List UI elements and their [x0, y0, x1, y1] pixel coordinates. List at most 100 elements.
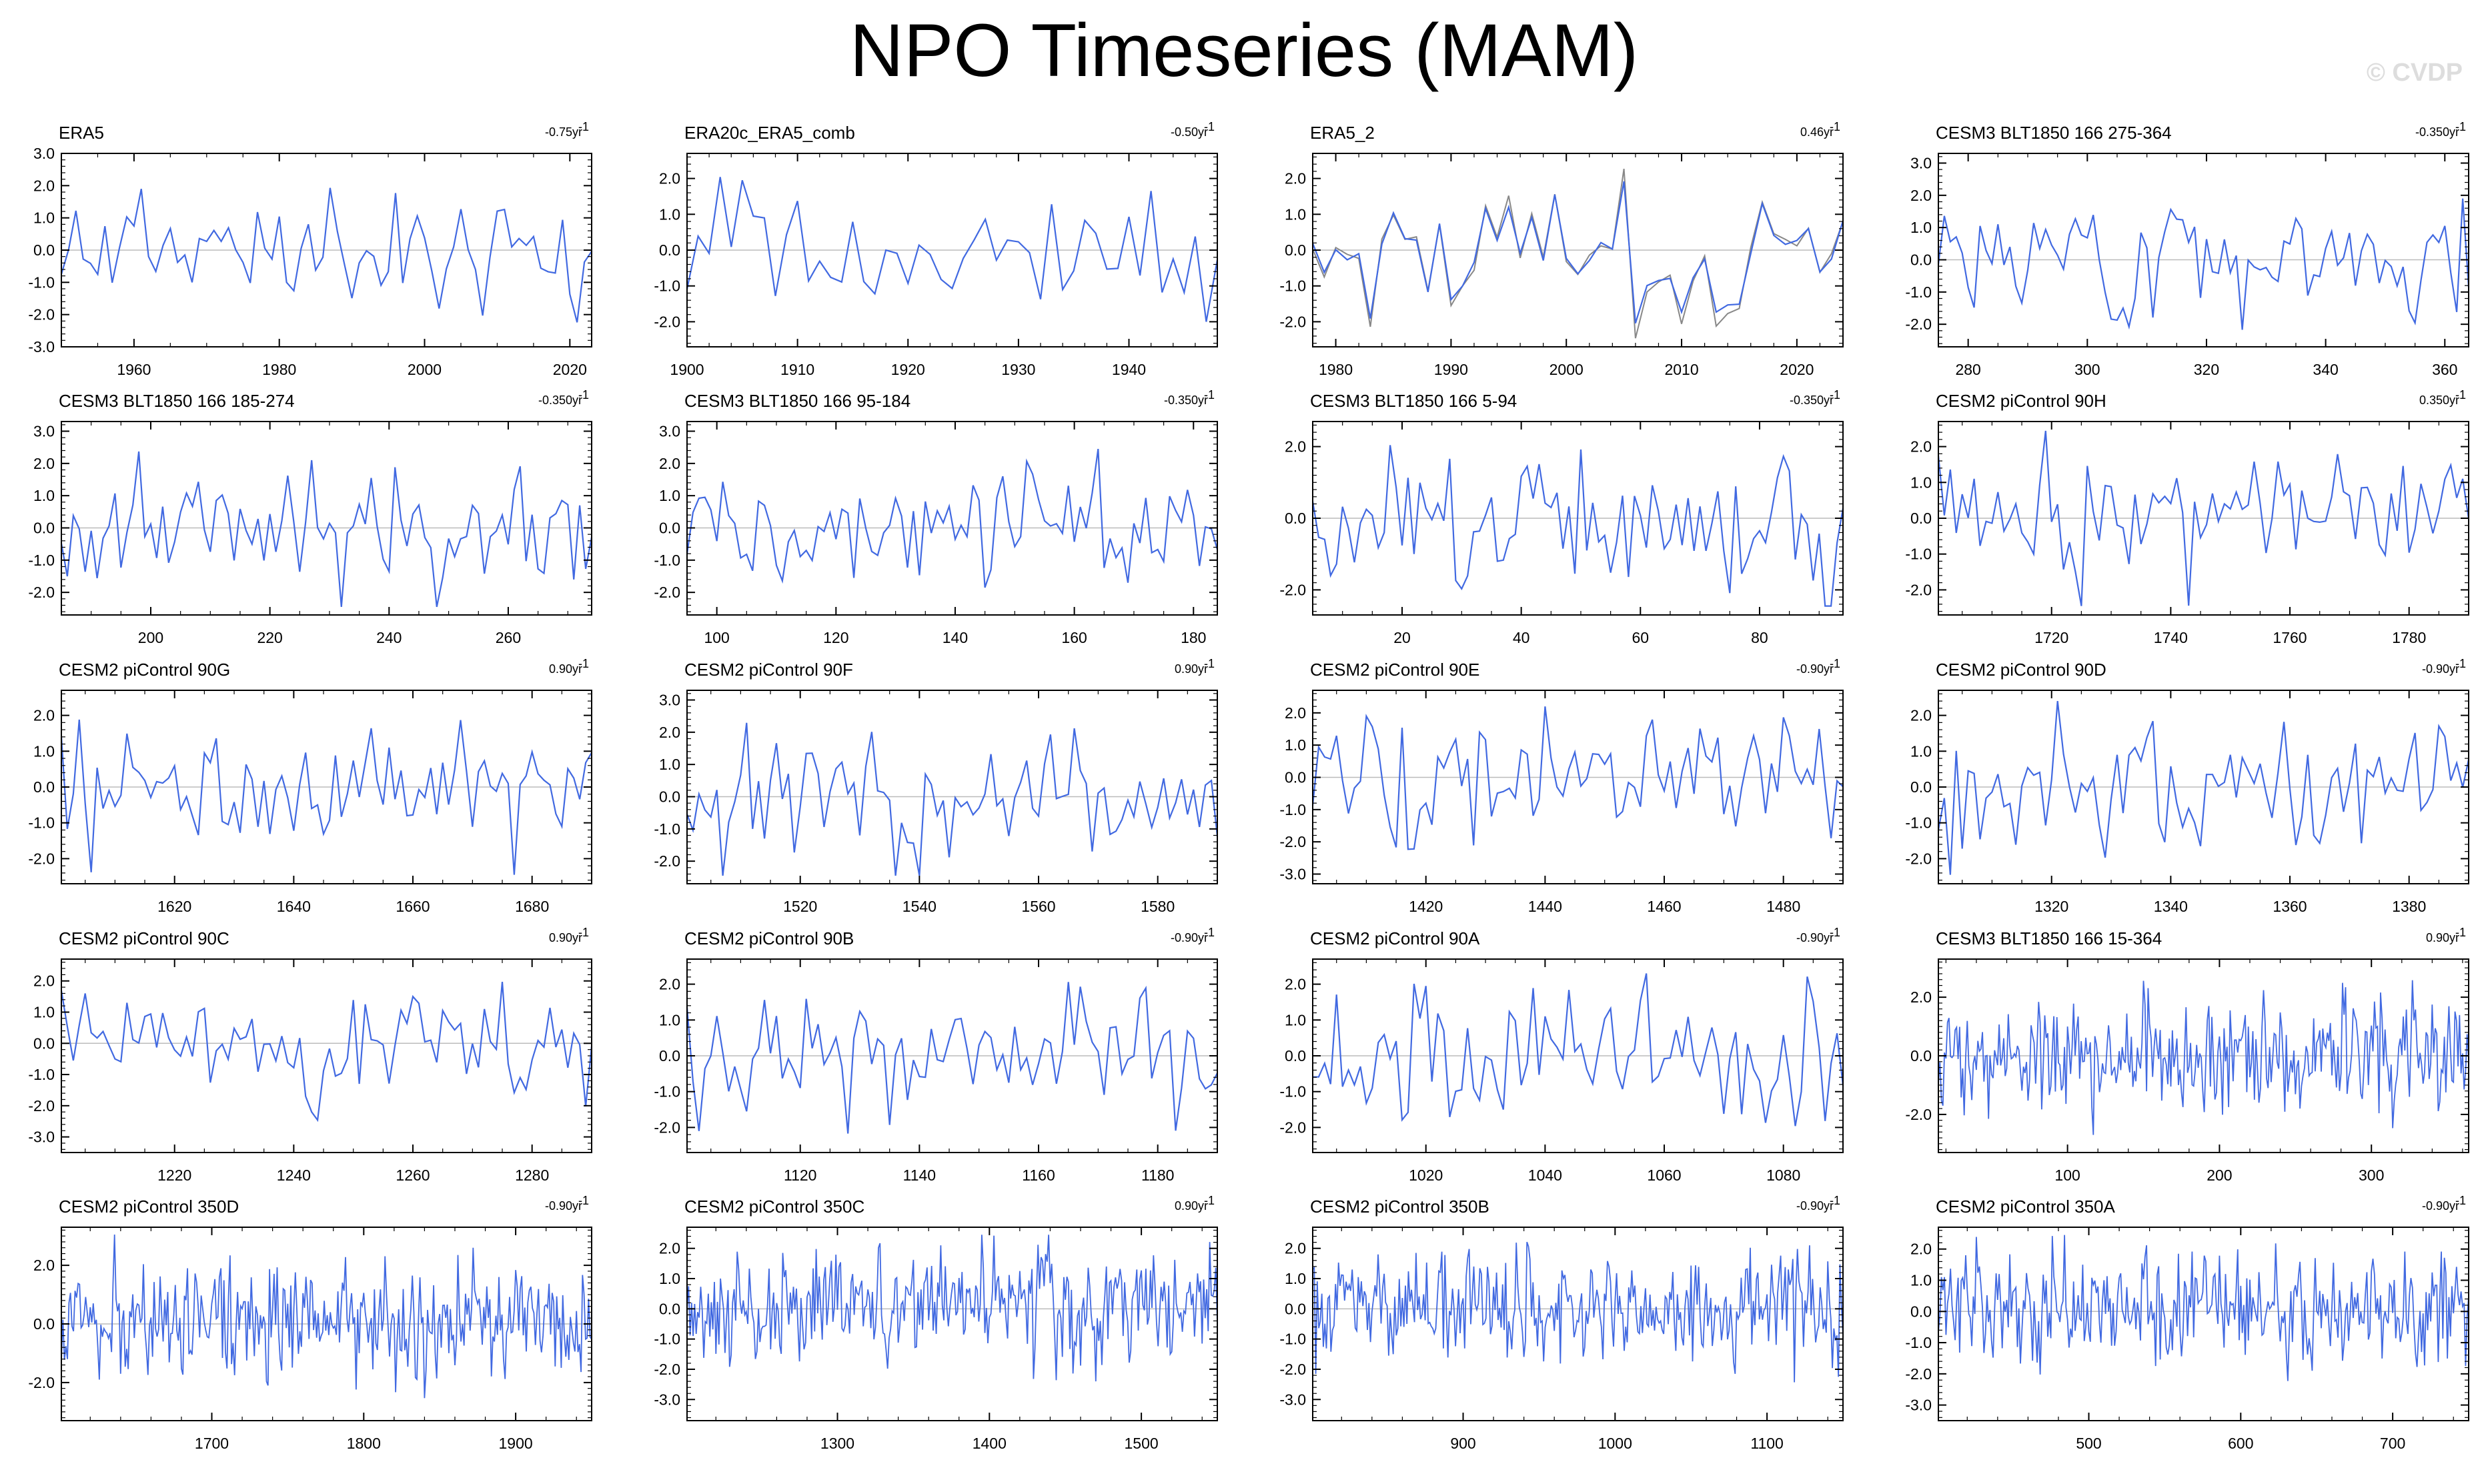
- chart-panel-4: CESM3 BLT1850 166 275-364 -0.350yr-1 -2.0 -…: [1905, 120, 2470, 378]
- panel-title: CESM2 piControl 90A: [1310, 928, 1480, 948]
- y-tick-label: -3.0: [28, 1129, 55, 1146]
- series-line: [1311, 445, 1844, 607]
- watermark: © CVDP: [2366, 59, 2463, 87]
- trend-exponent: -1: [2455, 388, 2466, 402]
- y-tick-label: 0.0: [1910, 251, 1932, 269]
- trend-exponent: -1: [2455, 120, 2466, 133]
- y-tick-label: 2.0: [1910, 707, 1932, 724]
- y-tick-label: -1.0: [1905, 283, 1932, 301]
- panel-title: CESM2 piControl 90E: [1310, 660, 1479, 680]
- x-tick-label: 1740: [2154, 629, 2188, 646]
- trend-label: 0.350yr: [2419, 394, 2459, 407]
- x-tick-label: 1180: [1141, 1167, 1174, 1184]
- y-tick-label: 2.0: [659, 455, 680, 472]
- y-tick-label: 0.0: [659, 241, 680, 259]
- y-tick-label: -3.0: [1905, 1397, 1932, 1414]
- trend-label: -0.90yr: [1796, 662, 1834, 676]
- x-tick-label: 120: [823, 629, 848, 646]
- y-tick-label: -1.0: [28, 814, 55, 832]
- y-tick-label: 2.0: [1910, 438, 1932, 456]
- x-tick-label: 1280: [515, 1167, 549, 1184]
- trend-exponent: -1: [578, 926, 589, 939]
- trend-exponent: -1: [1204, 657, 1215, 670]
- x-tick-label: 1800: [347, 1435, 381, 1452]
- trend-label: -0.75yr: [545, 125, 582, 139]
- y-tick-label: 1.0: [1285, 736, 1306, 754]
- panel-title: CESM2 piControl 350B: [1310, 1197, 1489, 1217]
- y-tick-label: -1.0: [1905, 546, 1932, 563]
- series-line: [61, 1234, 592, 1399]
- y-tick-label: -1.0: [1905, 1334, 1932, 1351]
- y-tick-label: -2.0: [28, 1374, 55, 1391]
- series-line-secondary: [1312, 168, 1844, 339]
- y-tick-label: -2.0: [1905, 315, 1932, 333]
- trend-label: -0.350yr: [1790, 394, 1834, 407]
- chart-panel-13: CESM2 piControl 90C 0.90yr-1 -3.0 -2.0 -1.0 0…: [28, 926, 593, 1184]
- plot-frame: [61, 958, 592, 1153]
- y-tick-label: 1.0: [659, 1270, 680, 1287]
- x-tick-label: 40: [1513, 629, 1530, 646]
- panel-title: CESM3 BLT1850 166 95-184: [684, 391, 910, 411]
- x-tick-label: 700: [2380, 1435, 2405, 1452]
- y-tick-label: 3.0: [1910, 155, 1932, 172]
- y-tick-label: -3.0: [1279, 1391, 1306, 1408]
- x-tick-label: 1060: [1647, 1167, 1681, 1184]
- y-tick-label: 3.0: [33, 145, 55, 162]
- y-tick-label: 1.0: [659, 756, 680, 773]
- y-tick-label: 0.0: [659, 1300, 680, 1317]
- plot-frame: [686, 421, 1218, 616]
- series-line: [1937, 430, 2470, 606]
- x-tick-label: 320: [2194, 361, 2219, 378]
- x-tick-label: 1500: [1125, 1435, 1159, 1452]
- series-line: [1312, 1241, 1844, 1383]
- y-tick-label: 2.0: [1285, 170, 1306, 187]
- series-line: [1311, 181, 1844, 323]
- chart-panel-6: CESM3 BLT1850 166 95-184 -0.350yr-1 -2.0 -1…: [654, 388, 1219, 646]
- x-tick-label: 140: [943, 629, 968, 646]
- x-tick-label: 1780: [2392, 629, 2426, 646]
- trend-exponent: -1: [1830, 657, 1840, 670]
- chart-panel-1: ERA5 -0.75yr-1 -3.0 -2.0 -1.0 0.0 1.0 2.0 3.0 196…: [28, 120, 592, 378]
- x-tick-label: 240: [376, 629, 402, 646]
- chart-panel-2: ERA20c_ERA5_comb -0.50yr-1 -2.0 -1.0 0.0 1.0 2…: [654, 120, 1219, 378]
- series-line: [1938, 1235, 2469, 1381]
- x-tick-label: 1080: [1766, 1167, 1800, 1184]
- chart-panel-14: CESM2 piControl 90B -0.90yr-1 -2.0 -1.0 0.0 1…: [654, 926, 1218, 1184]
- x-tick-label: 1680: [515, 898, 549, 915]
- chart-panel-11: CESM2 piControl 90E -0.90yr-1 -3.0 -2.0 -1.0…: [1279, 657, 1844, 915]
- y-tick-label: 0.0: [1285, 769, 1306, 786]
- y-tick-label: 2.0: [33, 455, 55, 472]
- y-tick-label: 0.0: [1910, 1303, 1932, 1320]
- y-tick-label: 0.0: [33, 241, 55, 259]
- x-tick-label: 1140: [903, 1167, 936, 1184]
- x-tick-label: 60: [1632, 629, 1649, 646]
- y-tick-label: -1.0: [1279, 277, 1306, 295]
- x-tick-label: 1260: [396, 1167, 430, 1184]
- x-tick-label: 100: [704, 629, 729, 646]
- trend-label: -0.350yr: [1164, 394, 1208, 407]
- series-line: [686, 982, 1218, 1134]
- trend-label: 0.46yr: [1800, 125, 1834, 139]
- y-tick-label: 2.0: [1910, 1241, 1932, 1258]
- y-tick-label: 2.0: [33, 1257, 55, 1274]
- x-tick-label: 1720: [2034, 629, 2068, 646]
- plot-frame: [686, 690, 1218, 884]
- series-line: [1311, 706, 1844, 850]
- y-tick-label: -1.0: [1279, 801, 1306, 818]
- y-tick-label: 2.0: [33, 707, 55, 724]
- x-tick-label: 160: [1061, 629, 1087, 646]
- panel-title: CESM3 BLT1850 166 275-364: [1936, 123, 2172, 143]
- y-tick-label: -2.0: [1279, 581, 1306, 598]
- y-tick-label: 2.0: [33, 972, 55, 990]
- y-tick-label: -1.0: [1279, 1331, 1306, 1348]
- y-tick-label: -2.0: [1905, 581, 1932, 598]
- x-tick-label: 300: [2359, 1167, 2384, 1184]
- chart-panel-17: CESM2 piControl 350D -0.90yr-1 -2.0 0.0 2.0 1…: [28, 1194, 592, 1452]
- trend-exponent: -1: [578, 388, 589, 402]
- x-tick-label: 1900: [670, 361, 704, 378]
- x-tick-label: 360: [2432, 361, 2457, 378]
- y-tick-label: -1.0: [654, 820, 680, 838]
- trend-label: -0.90yr: [2422, 662, 2459, 676]
- x-tick-label: 2000: [1549, 361, 1584, 378]
